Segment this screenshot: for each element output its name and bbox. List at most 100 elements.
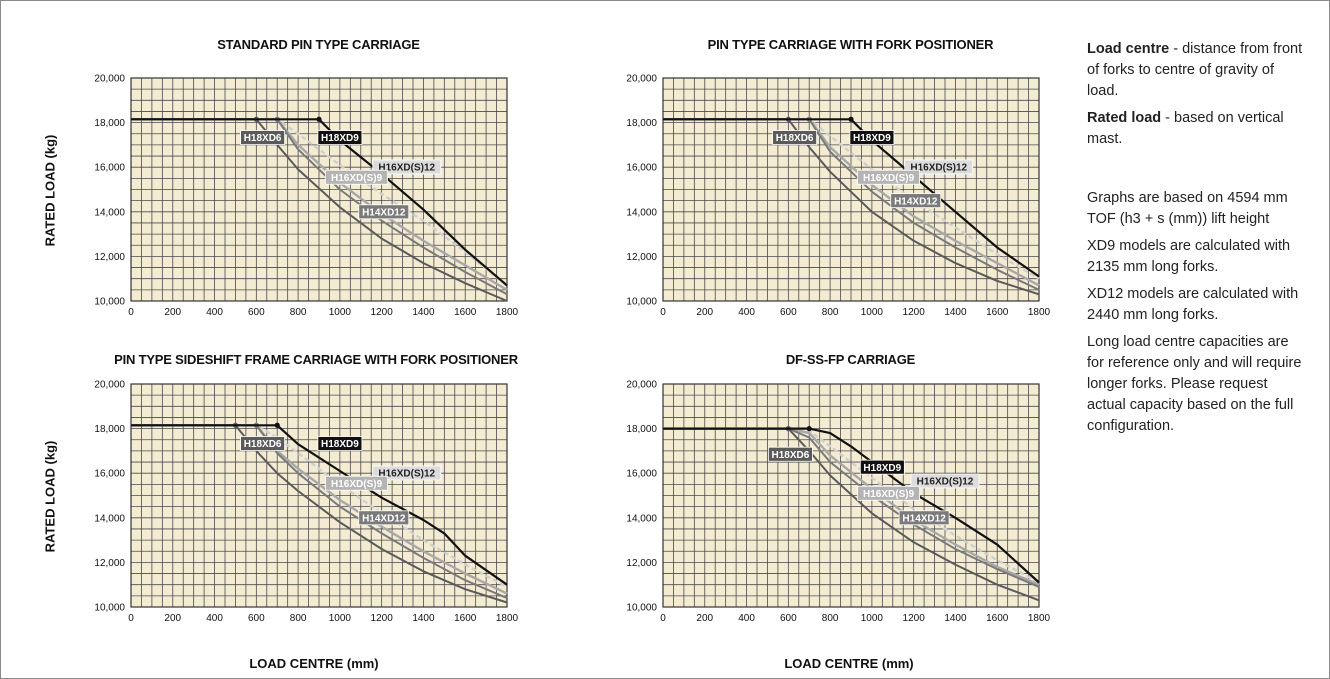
chart-sideshift-fork-positioner: 10,000 12,000 14,000 16,000 18,000 20,000 0 200…	[94, 380, 518, 625]
x-tick-label: 0	[660, 307, 666, 318]
chart-title: STANDARD PIN TYPE CARRIAGE	[217, 37, 420, 52]
y-tick-label: 18,000	[626, 118, 657, 129]
chart-pin-type-fork-positioner: 10,000 12,000 14,000 16,000 18,000 20,000 0 200…	[626, 74, 1050, 319]
y-axis-label: RATED LOAD (kg)	[42, 134, 58, 247]
chart-title: PIN TYPE SIDESHIFT FRAME CARRIAGE WITH F…	[114, 352, 518, 367]
svg-text:H14XD12: H14XD12	[894, 196, 938, 207]
plot-border	[662, 77, 1040, 302]
y-tick-label: 20,000	[94, 380, 125, 391]
svg-text:H14XD12: H14XD12	[362, 513, 406, 524]
series-label: H18XD9	[849, 130, 895, 145]
x-tick-label: 1200	[371, 613, 394, 624]
svg-text:H16XD(S)9: H16XD(S)9	[863, 173, 915, 184]
plot-border	[130, 383, 508, 608]
x-tick-label: 1000	[329, 307, 352, 318]
x-tick-label: 1400	[412, 307, 435, 318]
series-label: H16XD(S)12	[372, 159, 442, 175]
series-label: H16XD(S)12	[910, 473, 980, 489]
plot-border	[662, 383, 1040, 608]
x-tick-label: 400	[206, 307, 223, 318]
svg-text:H18XD6: H18XD6	[244, 133, 282, 144]
series-line-h18xd6	[663, 118, 1040, 296]
x-tick-label: 1600	[986, 613, 1009, 624]
series-label: H14XD12	[890, 193, 942, 209]
x-tick-label: 200	[164, 307, 181, 318]
svg-text:H18XD9: H18XD9	[863, 463, 901, 474]
series-label: H16XD(S)9	[325, 169, 389, 185]
y-tick-label: 18,000	[94, 424, 125, 435]
series-line-h16xds12	[663, 118, 1040, 280]
x-tick-label: 1200	[903, 307, 926, 318]
knee-point	[848, 116, 854, 122]
x-tick-label: 1000	[329, 613, 352, 624]
x-tick-label: 600	[248, 613, 265, 624]
chart-df-ss-fp-carriage: 10,000 12,000 14,000 16,000 18,000 20,000 0 200…	[626, 380, 1050, 625]
svg-text:H16XD(S)12: H16XD(S)12	[378, 163, 435, 174]
x-tick-label: 0	[128, 613, 134, 624]
x-tick-label: 1400	[412, 613, 435, 624]
x-tick-label: 800	[822, 307, 839, 318]
series-label: H18XD6	[240, 130, 286, 145]
load-centre-definition: Load centre - distance from front of for…	[1087, 39, 1307, 102]
y-tick-label: 20,000	[94, 74, 125, 85]
load-centre-term: Load centre	[1087, 41, 1170, 57]
x-tick-label: 600	[248, 307, 265, 318]
notes-panel: Load centre - distance from front of for…	[1087, 39, 1307, 443]
y-tick-label: 10,000	[626, 603, 657, 614]
x-tick-label: 0	[128, 307, 134, 318]
x-tick-label: 1000	[861, 613, 884, 624]
x-tick-label: 1800	[496, 613, 519, 624]
svg-text:H18XD9: H18XD9	[853, 133, 891, 144]
series-label: H16XD(S)9	[857, 169, 920, 185]
x-axis-label: LOAD CENTRE (mm)	[249, 656, 379, 671]
rated-load-definition: Rated load - based on vertical mast.	[1087, 108, 1307, 150]
x-tick-label: 0	[660, 613, 666, 624]
series-line-h18xd9	[131, 424, 508, 586]
y-tick-label: 18,000	[94, 118, 125, 129]
series-label: H14XD12	[898, 510, 950, 526]
svg-text:H16XD(S)9: H16XD(S)9	[331, 173, 383, 184]
svg-text:H16XD(S)9: H16XD(S)9	[331, 479, 383, 490]
y-tick-label: 14,000	[94, 207, 125, 218]
graphs-basis-note: Graphs are based on 4594 mm TOF (h3 + s …	[1087, 190, 1288, 227]
series-label: H16XD(S)9	[857, 485, 920, 501]
x-tick-label: 1400	[944, 307, 967, 318]
svg-text:H16XD(S)9: H16XD(S)9	[863, 489, 915, 500]
x-tick-label: 1600	[454, 613, 477, 624]
series-label: H16XD(S)9	[325, 475, 389, 491]
x-tick-label: 200	[696, 307, 713, 318]
grid-lines	[130, 383, 508, 608]
series-line-h18xd6	[663, 427, 1040, 602]
y-tick-label: 10,000	[94, 297, 125, 308]
grid-lines	[662, 77, 1040, 302]
x-tick-label: 800	[290, 613, 307, 624]
y-tick-label: 16,000	[94, 163, 125, 174]
chart-title: PIN TYPE CARRIAGE WITH FORK POSITIONER	[707, 37, 994, 52]
x-tick-label: 1800	[496, 307, 519, 318]
chart-title: DF-SS-FP CARRIAGE	[785, 352, 916, 367]
svg-text:H18XD6: H18XD6	[772, 450, 810, 461]
long-load-note: Long load centre capacities are for refe…	[1087, 334, 1302, 434]
series-label: H18XD6	[240, 436, 286, 451]
x-axis-label: LOAD CENTRE (mm)	[784, 656, 914, 671]
knee-point	[806, 426, 812, 432]
x-tick-label: 400	[206, 613, 223, 624]
svg-text:H16XD(S)12: H16XD(S)12	[910, 163, 967, 174]
series-label: H18XD6	[772, 130, 817, 145]
x-tick-label: 600	[780, 613, 797, 624]
y-tick-label: 12,000	[94, 558, 125, 569]
y-tick-label: 16,000	[94, 469, 125, 480]
y-tick-label: 18,000	[626, 424, 657, 435]
y-tick-label: 12,000	[626, 252, 657, 263]
x-tick-label: 1200	[371, 307, 394, 318]
x-tick-label: 1600	[454, 307, 477, 318]
series-line-h18xd6	[131, 118, 508, 302]
x-tick-label: 1200	[903, 613, 926, 624]
x-tick-label: 200	[696, 613, 713, 624]
y-axis-label: RATED LOAD (kg)	[42, 440, 58, 553]
plot-border	[130, 77, 508, 302]
x-tick-label: 800	[290, 307, 307, 318]
series-label: H18XD9	[317, 436, 363, 451]
x-tick-label: 400	[738, 307, 755, 318]
